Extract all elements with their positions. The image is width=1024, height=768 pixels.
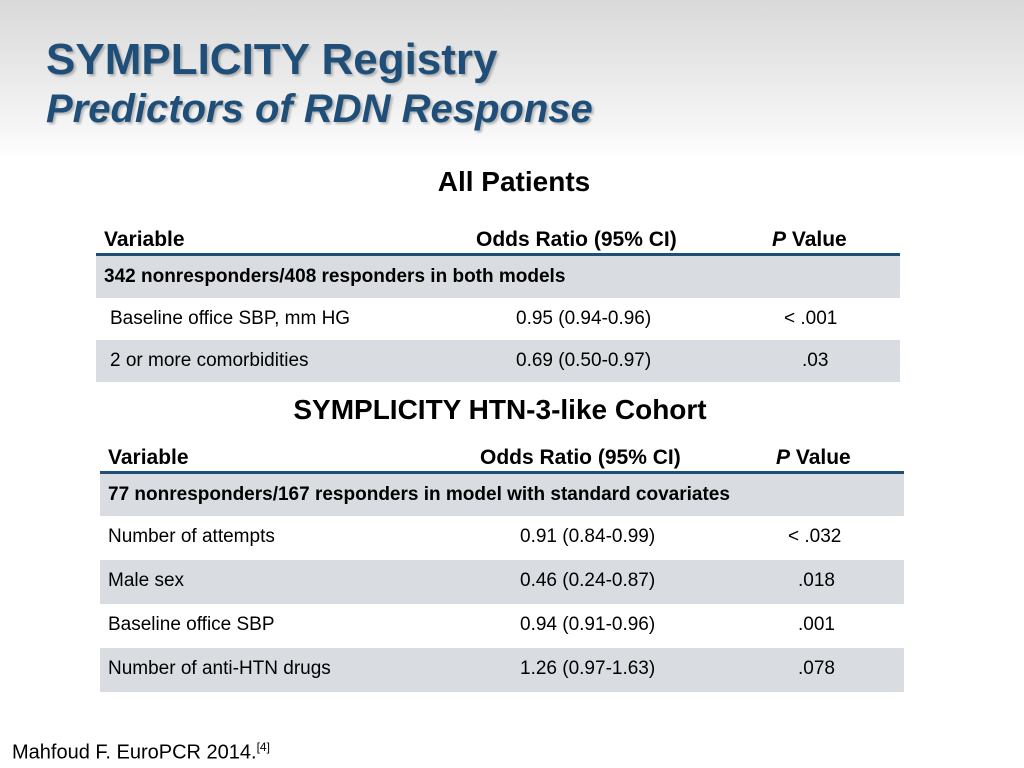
header-p-rest: Value (786, 228, 847, 251)
group-row: 342 nonresponders/408 responders in both… (96, 256, 900, 298)
cell-variable: Baseline office SBP, mm HG (110, 308, 351, 329)
section1-title: All Patients (437, 166, 591, 197)
cell-variable: Male sex (108, 570, 185, 591)
header-p-rest: Value (790, 446, 851, 469)
cell-odds: 1.26 (0.97-1.63) (520, 658, 656, 679)
citation: Mahfoud F. EuroPCR 2014.[4] (12, 740, 270, 765)
title-block: SYMPLICITY Registry Predictors of RDN Re… (46, 34, 593, 132)
table-header: Variable Odds Ratio (95% CI) P Value (96, 224, 900, 256)
cell-variable: 2 or more comorbidities (110, 350, 309, 371)
table-header: Variable Odds Ratio (95% CI) P Value (100, 442, 904, 474)
table-row: Number of attempts 0.91 (0.84-0.99) < .0… (100, 516, 904, 560)
cell-odds: 0.91 (0.84-0.99) (520, 526, 656, 547)
cell-variable: Baseline office SBP (108, 614, 275, 635)
table-row: Male sex 0.46 (0.24-0.87) .018 (100, 560, 904, 604)
header-p-value: P Value (776, 446, 851, 470)
header-p-italic: P (776, 446, 791, 469)
header-odds-ratio: Odds Ratio (95% CI) (476, 228, 677, 251)
slide-title: SYMPLICITY Registry (46, 35, 498, 84)
cell-p: < .001 (784, 308, 838, 329)
cell-p: < .032 (788, 526, 842, 547)
header-p-italic: P (772, 228, 787, 251)
section2-title: SYMPLICITY HTN-3-like Cohort (293, 394, 707, 425)
citation-ref: [4] (256, 740, 270, 754)
cell-p: .001 (798, 614, 835, 635)
cell-p: .078 (798, 658, 835, 679)
cell-variable: Number of anti-HTN drugs (108, 658, 331, 679)
table-row: Baseline office SBP, mm HG 0.95 (0.94-0.… (96, 298, 900, 340)
table-row: 2 or more comorbidities 0.69 (0.50-0.97)… (96, 340, 900, 382)
cell-p: .018 (798, 570, 835, 591)
header-odds-ratio: Odds Ratio (95% CI) (480, 446, 681, 469)
slide-subtitle: Predictors of RDN Response (46, 87, 593, 131)
header-variable: Variable (108, 446, 189, 469)
table-row: Number of anti-HTN drugs 1.26 (0.97-1.63… (100, 648, 904, 692)
table-htn3-cohort: Variable Odds Ratio (95% CI) P Value 77 … (100, 442, 904, 692)
cell-odds: 0.46 (0.24-0.87) (520, 570, 656, 591)
cell-odds: 0.69 (0.50-0.97) (516, 350, 652, 371)
cell-variable: Number of attempts (108, 526, 275, 547)
header-variable: Variable (104, 228, 185, 251)
table-row: Baseline office SBP 0.94 (0.91-0.96) .00… (100, 604, 904, 648)
group-label: 342 nonresponders/408 responders in both… (104, 266, 566, 287)
table-all-patients: Variable Odds Ratio (95% CI) P Value 342… (96, 224, 900, 382)
cell-odds: 0.95 (0.94-0.96) (516, 308, 652, 329)
citation-text: Mahfoud F. EuroPCR 2014. (12, 741, 257, 764)
group-label: 77 nonresponders/167 responders in model… (108, 484, 730, 505)
header-p-value: P Value (772, 228, 847, 252)
group-row: 77 nonresponders/167 responders in model… (100, 474, 904, 516)
cell-odds: 0.94 (0.91-0.96) (520, 614, 656, 635)
cell-p: .03 (802, 350, 829, 371)
